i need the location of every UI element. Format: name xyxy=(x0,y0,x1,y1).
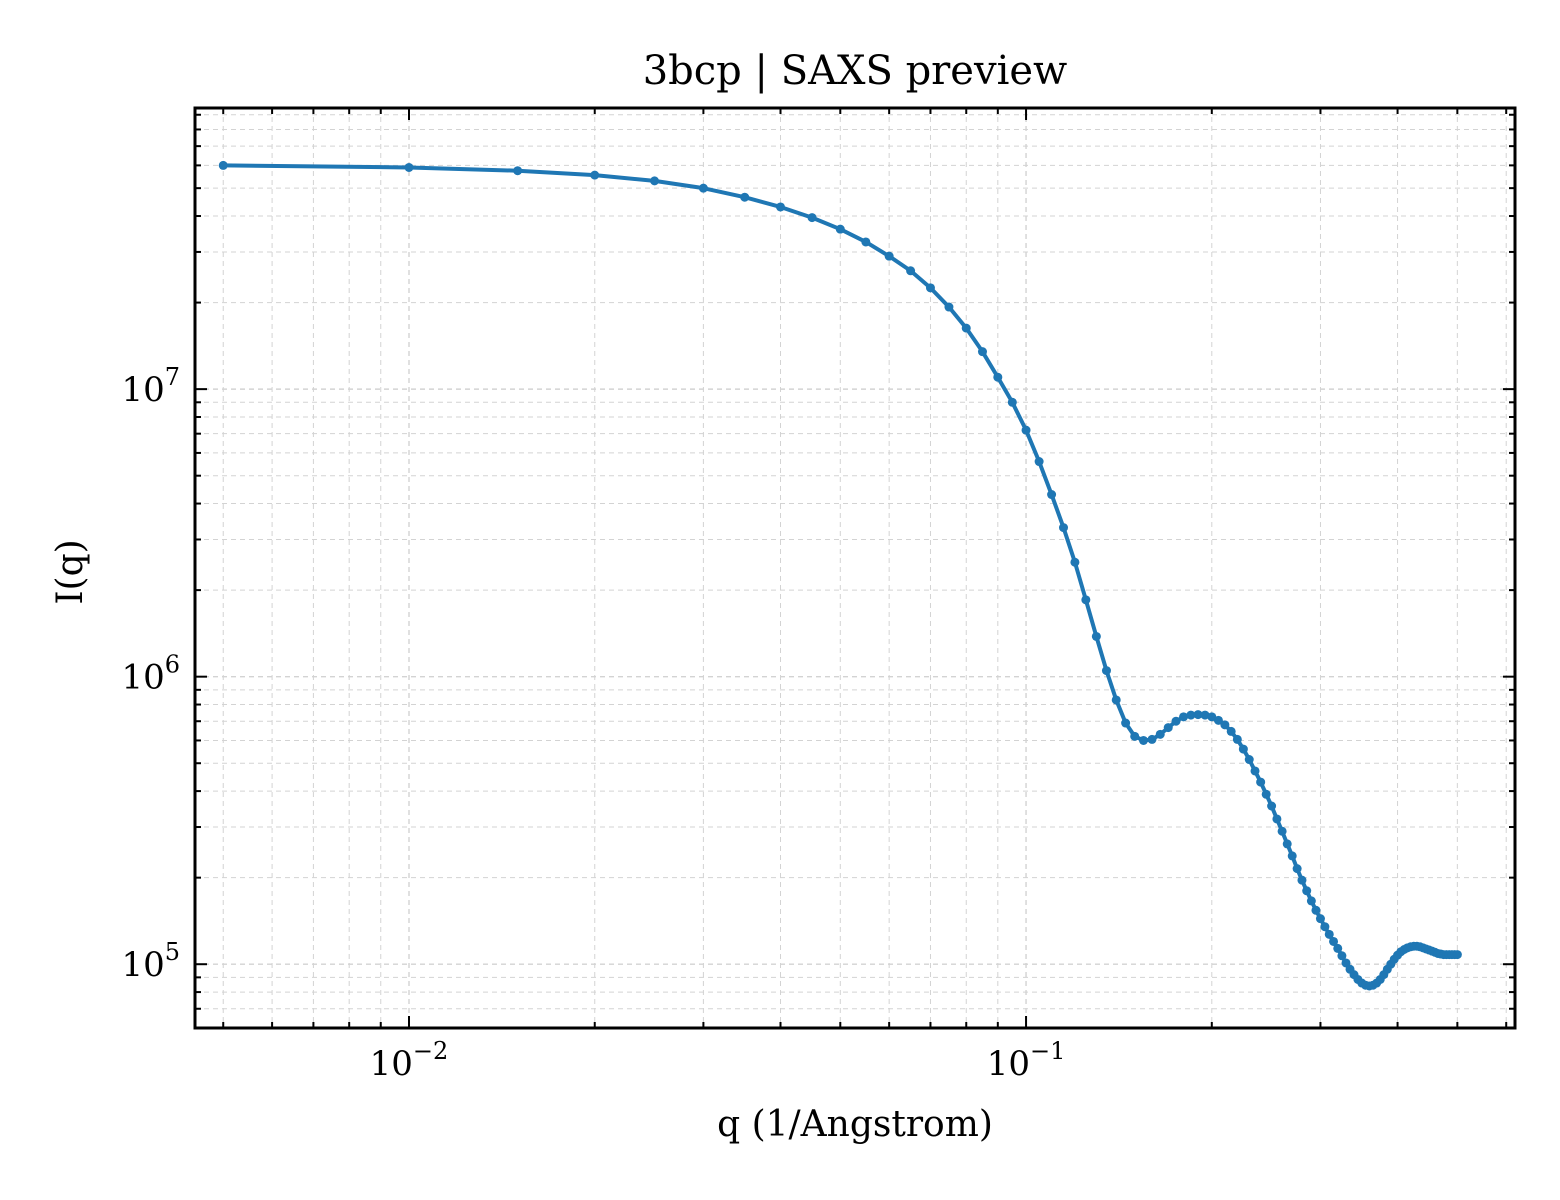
data-point xyxy=(1101,666,1111,676)
data-point xyxy=(1220,720,1230,730)
data-point xyxy=(1277,826,1287,836)
data-point xyxy=(1111,695,1121,705)
data-point xyxy=(1081,595,1091,605)
data-point xyxy=(1306,896,1316,906)
data-point xyxy=(1329,936,1339,946)
data-point xyxy=(1232,734,1242,744)
data-point xyxy=(1452,950,1462,960)
data-point xyxy=(1287,851,1297,861)
data-point xyxy=(1091,631,1101,641)
y-tick-label-base: 10 xyxy=(121,658,164,698)
data-point xyxy=(1261,789,1271,799)
data-point xyxy=(1282,839,1292,849)
data-point xyxy=(993,372,1003,382)
data-point xyxy=(884,251,894,261)
data-point xyxy=(404,162,414,172)
data-point xyxy=(1186,710,1196,720)
y-tick-label-exponent: 6 xyxy=(165,651,180,679)
data-point xyxy=(1034,457,1044,467)
data-point xyxy=(1297,875,1307,885)
data-point xyxy=(835,224,845,234)
data-point xyxy=(1200,710,1210,720)
data-point xyxy=(1250,766,1260,776)
data-point xyxy=(1337,951,1347,961)
data-point xyxy=(1256,777,1266,787)
data-point xyxy=(1047,490,1057,500)
data-point xyxy=(1130,731,1140,741)
data-point xyxy=(1171,716,1181,726)
data-point xyxy=(1121,718,1131,728)
data-point xyxy=(1163,723,1173,733)
data-point xyxy=(807,213,817,223)
data-point xyxy=(861,237,871,247)
data-point xyxy=(906,266,916,276)
x-tick-label-base: 10 xyxy=(987,1044,1030,1084)
data-point xyxy=(513,166,523,176)
y-axis-label: I(q) xyxy=(50,539,91,604)
data-point xyxy=(1021,425,1031,435)
data-point xyxy=(218,160,228,170)
data-point xyxy=(1207,712,1217,722)
data-point xyxy=(740,192,750,202)
plot-frame xyxy=(193,106,1517,1030)
data-point xyxy=(925,283,935,293)
data-point xyxy=(1007,397,1017,407)
data-point xyxy=(1059,523,1069,533)
x-axis-label: q (1/Angstrom) xyxy=(717,1104,993,1145)
data-point xyxy=(698,183,708,193)
x-tick-label: 10−2 xyxy=(370,1037,449,1084)
y-tick-label: 105 xyxy=(121,938,180,985)
x-tick-label-exponent: −1 xyxy=(1030,1037,1065,1065)
data-point xyxy=(961,323,971,333)
grid xyxy=(195,108,1515,1029)
data-point xyxy=(1324,929,1334,939)
x-tick-label-base: 10 xyxy=(370,1044,413,1084)
data-point xyxy=(1226,726,1236,736)
y-tick-label: 106 xyxy=(121,651,180,698)
y-tick-label-exponent: 7 xyxy=(165,363,180,391)
data-point xyxy=(1179,712,1189,722)
x-tick-label: 10−1 xyxy=(987,1037,1066,1084)
data-point xyxy=(1193,710,1203,720)
data-point xyxy=(1302,886,1312,896)
data-point xyxy=(1213,715,1223,725)
data-point xyxy=(1333,943,1343,953)
data-point xyxy=(1155,729,1165,739)
data-point xyxy=(650,176,660,186)
x-tick-label-exponent: −2 xyxy=(413,1037,448,1065)
data-point xyxy=(1311,905,1321,915)
y-tick-label-exponent: 5 xyxy=(165,938,180,966)
axis-ticks xyxy=(195,108,1515,1029)
data-point xyxy=(944,302,954,312)
data-point xyxy=(590,170,600,180)
data-point xyxy=(1292,864,1302,874)
data-point xyxy=(1315,914,1325,924)
chart-title: 3bcp | SAXS preview xyxy=(643,48,1068,94)
data-point xyxy=(1138,735,1148,745)
data-point xyxy=(1272,814,1282,824)
data-point xyxy=(1320,922,1330,932)
data-point xyxy=(1267,801,1277,811)
data-point xyxy=(775,202,785,212)
data-point xyxy=(977,347,987,357)
data-point xyxy=(1147,734,1157,744)
data-series xyxy=(218,160,1462,991)
data-point xyxy=(1244,755,1254,765)
y-tick-label-base: 10 xyxy=(121,945,164,985)
y-tick-label-base: 10 xyxy=(121,370,164,410)
data-point xyxy=(1238,744,1248,754)
y-tick-label: 107 xyxy=(121,363,180,410)
data-point xyxy=(1070,557,1080,567)
